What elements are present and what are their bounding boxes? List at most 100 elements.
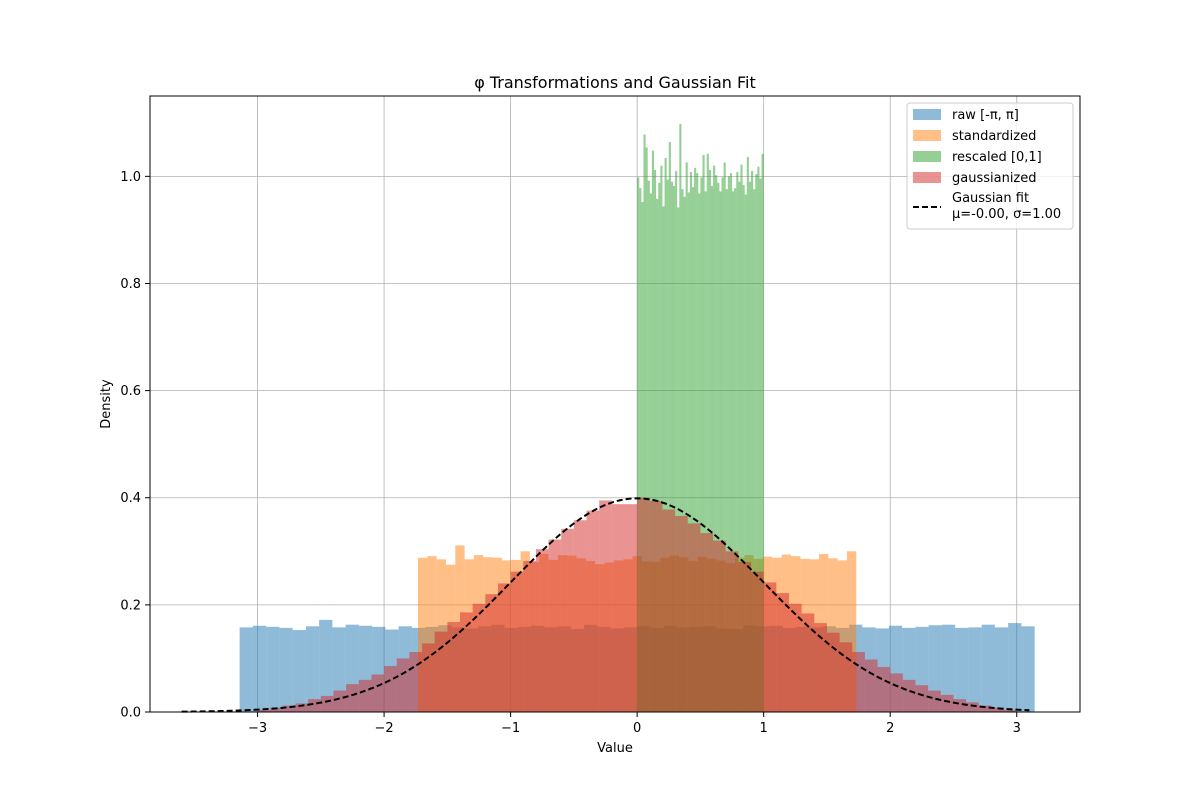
bar-rescaled-0-1 — [719, 191, 722, 713]
bar-rescaled-0-1 — [723, 162, 726, 712]
legend-label-rescaled: rescaled [0,1] — [952, 150, 1042, 165]
bar-rescaled-0-1 — [704, 191, 707, 713]
bar-raw — [941, 624, 956, 712]
bar-gaussianized — [320, 695, 334, 712]
bar-raw — [955, 627, 969, 712]
y-tick-label: 0.8 — [120, 277, 141, 292]
legend[interactable]: raw [-π, π] standardized rescaled [0,1] … — [906, 102, 1074, 230]
bar-rescaled-0-1 — [649, 193, 652, 712]
bar-gaussianized — [434, 631, 448, 712]
x-tick-label: 2 — [886, 721, 894, 736]
bar-standardized — [417, 557, 428, 712]
bar-gaussianized — [447, 622, 460, 712]
legend-entry-raw[interactable]: raw [-π, π] — [913, 108, 1019, 123]
bar-rescaled-0-1 — [732, 191, 735, 713]
legend-entry-gaussianized[interactable]: gaussianized — [913, 171, 1037, 186]
bar-raw — [994, 627, 1009, 712]
bar-rescaled-0-1 — [651, 150, 655, 712]
x-tick-label: 1 — [760, 721, 768, 736]
bar-rescaled-0-1 — [706, 153, 709, 712]
bar-gaussianized — [725, 551, 739, 712]
bar-gaussianized — [624, 504, 638, 712]
bar-rescaled-0-1 — [753, 189, 756, 712]
legend-label-gaussian-fit: Gaussian fit — [952, 191, 1029, 206]
histogram-bars — [239, 123, 1035, 713]
legend-entry-rescaled[interactable]: rescaled [0,1] — [913, 150, 1042, 165]
bar-rescaled-0-1 — [734, 188, 737, 712]
bar-raw — [968, 627, 982, 712]
bar-raw — [928, 625, 942, 712]
bar-raw — [266, 626, 280, 712]
bar-rescaled-0-1 — [696, 173, 699, 712]
bar-rescaled-0-1 — [715, 175, 718, 713]
bar-rescaled-0-1 — [748, 181, 752, 712]
legend-entry-gaussian-fit[interactable]: Gaussian fit μ=-0.00, σ=1.00 — [913, 191, 1061, 222]
bar-gaussianized — [675, 515, 688, 712]
bar-rescaled-0-1 — [662, 206, 665, 712]
bar-gaussianized — [649, 500, 663, 712]
bar-gaussianized — [978, 705, 992, 712]
y-axis-ticks: 0.0 0.2 0.4 0.6 0.8 1.0 — [120, 170, 150, 721]
bar-gaussianized — [864, 659, 878, 712]
bar-rescaled-0-1 — [729, 173, 733, 712]
legend-swatch-raw — [913, 109, 941, 120]
bar-rescaled-0-1 — [757, 166, 760, 713]
bar-raw — [981, 624, 995, 712]
bar-rescaled-0-1 — [721, 177, 724, 712]
x-axis-label: Value — [597, 741, 633, 756]
bar-gaussianized — [814, 623, 827, 712]
bar-rescaled-0-1 — [685, 162, 688, 712]
y-tick-label: 0.6 — [120, 384, 141, 399]
bar-gaussianized — [573, 520, 587, 712]
bar-gaussianized — [308, 699, 321, 712]
bar-raw — [279, 627, 293, 712]
bar-gaussianized — [472, 603, 486, 712]
bar-standardized — [837, 560, 847, 712]
bar-rescaled-0-1 — [727, 176, 730, 712]
bar-gaussianized — [902, 679, 916, 712]
bar-rescaled-0-1 — [679, 123, 682, 713]
bar-rescaled-0-1 — [654, 169, 657, 713]
bar-rescaled-0-1 — [658, 182, 661, 713]
y-axis-label: Density — [99, 379, 114, 429]
bar-gaussianized — [510, 571, 524, 712]
bar-raw — [1008, 623, 1022, 712]
bar-gaussianized — [915, 685, 929, 712]
bar-gaussianized — [763, 582, 777, 712]
bar-rescaled-0-1 — [689, 172, 692, 712]
bar-standardized — [846, 551, 857, 712]
bar-rescaled-0-1 — [639, 188, 642, 712]
y-tick-label: 1.0 — [120, 170, 141, 185]
bar-raw — [239, 627, 253, 712]
bar-gaussianized — [523, 560, 536, 712]
bar-gaussianized — [548, 539, 562, 712]
bar-rescaled-0-1 — [736, 172, 739, 712]
bar-gaussianized — [826, 632, 840, 712]
legend-label-standardized: standardized — [952, 129, 1036, 144]
bar-gaussianized — [1004, 709, 1017, 712]
plot-area-frame — [149, 95, 1081, 713]
bar-gaussianized — [346, 684, 359, 712]
bar-rescaled-0-1 — [738, 181, 741, 712]
chart-title: φ Transformations and Gaussian Fit — [474, 73, 756, 92]
x-axis-ticks: −3 −2 −1 0 1 2 3 — [248, 712, 1021, 736]
gaussian-fit-line — [181, 497, 1030, 713]
bar-gaussianized — [561, 528, 574, 712]
x-tick-label: 0 — [633, 721, 641, 736]
legend-box — [906, 102, 1074, 230]
bar-rescaled-0-1 — [717, 182, 720, 713]
bar-rescaled-0-1 — [687, 192, 690, 713]
bar-raw — [319, 619, 333, 712]
legend-entry-standardized[interactable]: standardized — [913, 129, 1036, 144]
legend-swatch-standardized — [913, 130, 941, 141]
bar-rescaled-0-1 — [668, 142, 671, 712]
bar-gaussianized — [485, 594, 498, 712]
x-tick-label: −1 — [501, 721, 520, 736]
bar-gaussianized — [890, 673, 903, 712]
bar-gaussianized — [396, 658, 410, 712]
y-tick-label: 0.2 — [120, 598, 141, 613]
bar-gaussianized — [637, 497, 650, 712]
bar-gaussianized — [751, 571, 764, 712]
bar-rescaled-0-1 — [746, 157, 749, 713]
